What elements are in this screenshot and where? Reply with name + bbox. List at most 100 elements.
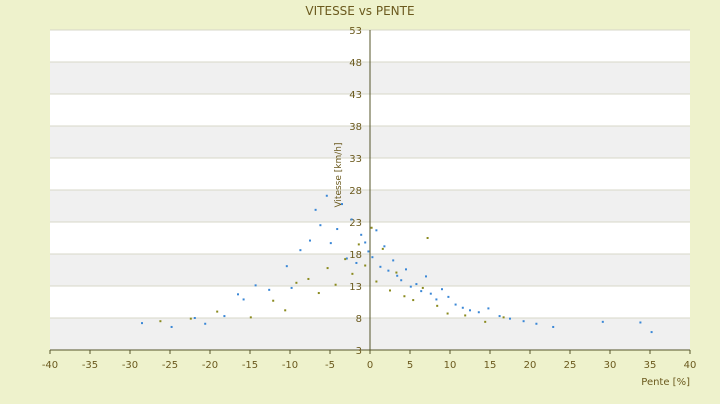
x-tick-label: 25 [564,360,577,371]
series-1-point [409,285,412,288]
y-tick-label: 33 [349,154,362,165]
series-1-point [170,325,173,328]
series-2-point [403,295,406,298]
series-1-point [141,322,143,325]
series-2-point [412,299,415,302]
series-1-point [350,218,353,221]
series-1-point [367,250,370,253]
series-1-point [469,309,471,312]
series-2-point [446,312,449,315]
series-2-point [284,309,287,312]
series-1-point [477,311,480,314]
x-tick-label: 20 [524,360,537,371]
x-tick-label: -20 [202,360,218,371]
x-tick-label: 40 [684,360,697,371]
y-tick-label: 53 [349,26,362,37]
series-2-point [189,317,192,320]
series-1-point [237,293,239,296]
y-tick-label: 38 [349,122,362,133]
x-tick-label: 5 [407,360,413,371]
chart-title: VITESSE vs PENTE [305,4,414,18]
series-2-point [295,281,298,284]
series-2-point [317,292,320,295]
series-1-point [396,274,399,277]
series-2-point [421,286,424,289]
series-2-point [344,258,347,261]
series-1-point [329,242,332,245]
x-tick-label: -30 [122,360,138,371]
x-tick-label: 30 [604,360,617,371]
series-1-point [364,241,367,244]
series-2-point [351,272,354,275]
y-tick-label: 3 [356,346,362,357]
series-1-point [379,265,382,268]
series-2-point [370,226,373,229]
series-2-point [502,316,505,319]
x-tick-label: -10 [282,360,298,371]
series-1-point [552,325,555,328]
series-1-point [420,290,423,293]
series-1-point [522,320,525,323]
series-1-point [535,322,538,325]
series-1-point [371,256,374,259]
series-1-point [601,320,604,323]
x-tick-label: 15 [484,360,497,371]
series-1-point [285,265,288,268]
series-1-point [375,229,378,232]
series-1-point [387,269,390,272]
y-tick-label: 48 [349,58,362,69]
series-1-point [435,298,438,301]
series-2-point [381,247,384,250]
series-1-point [487,307,490,310]
series-1-point [254,284,257,287]
y-tick-label: 18 [349,250,362,261]
series-1-point [454,303,457,306]
series-1-point [360,233,363,236]
series-1-point [314,208,317,211]
series-1-point [309,239,311,242]
series-1-point [650,331,653,334]
series-1-point [425,275,427,278]
series-2-point [307,277,310,280]
y-tick-label: 28 [349,186,362,197]
x-tick-label: -25 [162,360,178,371]
series-1-point [383,245,386,248]
series-2-point [159,320,162,323]
y-tick-label: 23 [349,218,362,229]
series-1-point [336,228,339,231]
series-1-point [429,292,432,295]
series-2-point [436,304,439,307]
x-tick-label: -15 [242,360,258,371]
series-1-point [325,194,328,197]
series-1-point [639,321,642,324]
series-1-point [392,259,395,262]
series-1-point [405,268,407,271]
series-1-point [299,249,302,252]
series-1-point [355,261,358,264]
y-tick-label: 43 [349,90,362,101]
x-tick-label: -40 [42,360,58,371]
x-tick-label: 0 [367,360,373,371]
series-2-point [395,271,398,274]
series-1-point [193,317,196,319]
series-1-point [498,315,501,318]
series-2-point [464,314,467,317]
series-1-point [268,288,271,291]
series-2-point [484,320,487,323]
series-2-point [357,243,360,246]
y-tick-label: 8 [356,314,362,325]
series-1-point [242,298,245,301]
series-2-point [272,299,275,302]
series-1-point [461,306,464,309]
series-2-point [364,264,367,267]
series-1-point [447,295,450,298]
x-tick-label: 35 [644,360,657,371]
y-axis-label: Vitesse [km/h] [334,142,344,207]
series-1-point [415,283,418,286]
series-1-point [290,286,293,289]
series-2-point [216,310,219,313]
series-1-point [223,315,226,318]
series-2-point [326,267,329,270]
